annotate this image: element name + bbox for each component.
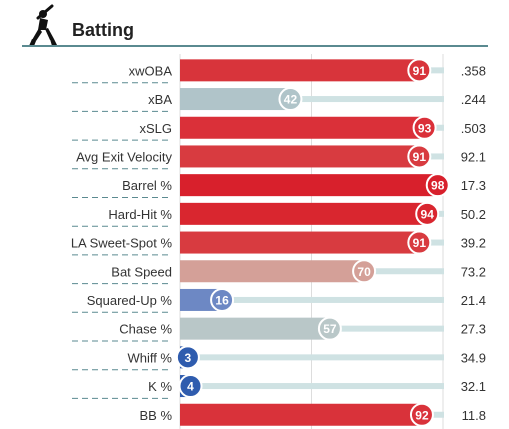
metric-label: Squared-Up %	[87, 293, 173, 308]
percentile-track	[187, 354, 444, 361]
percentile-bar	[180, 231, 420, 254]
percentile-track	[364, 268, 444, 275]
metric-value: 17.3	[461, 178, 486, 193]
percentile-label: 42	[284, 93, 298, 107]
percentile-label: 94	[421, 207, 435, 221]
percentile-bubble	[409, 402, 434, 427]
metric-label: Chase %	[119, 322, 172, 337]
metric-value: .244	[461, 92, 486, 107]
percentile-bar	[180, 145, 420, 168]
percentile-label: 91	[413, 236, 427, 250]
percentile-bubble	[317, 316, 342, 341]
metric-value: 50.2	[461, 207, 486, 222]
metric-label: K %	[148, 379, 172, 394]
metric-value: .358	[461, 63, 486, 78]
section-header: Batting	[0, 0, 509, 50]
header-divider	[22, 45, 488, 47]
metric-label: Avg Exit Velocity	[76, 149, 172, 164]
percentile-bar	[180, 202, 428, 225]
percentile-label: 16	[215, 293, 229, 307]
batter-icon	[29, 4, 57, 46]
percentile-bubble	[425, 173, 450, 198]
metric-label: xSLG	[139, 121, 172, 136]
percentile-bubble	[175, 345, 200, 370]
percentile-track	[419, 67, 444, 74]
percentile-bar	[180, 260, 365, 283]
metric-label: Hard-Hit %	[108, 207, 172, 222]
percentile-track	[419, 153, 444, 160]
percentile-bubble	[412, 115, 437, 140]
percentile-track	[419, 239, 444, 246]
percentile-track	[329, 325, 444, 332]
percentile-bubble	[407, 144, 432, 169]
percentile-label: 92	[415, 408, 429, 422]
percentile-bar	[180, 116, 425, 139]
percentile-label: 57	[323, 322, 337, 336]
metric-value: 34.9	[461, 350, 486, 365]
section-title: Batting	[72, 20, 134, 40]
percentile-bubble	[352, 259, 377, 284]
metric-label: xBA	[148, 92, 172, 107]
percentile-label: 91	[413, 64, 427, 78]
percentile-label: 70	[357, 265, 371, 279]
metric-label: Bat Speed	[111, 264, 172, 279]
metric-label: LA Sweet-Spot %	[71, 236, 173, 251]
percentile-bubble	[407, 230, 432, 255]
percentile-track	[290, 96, 444, 103]
percentile-bar	[180, 88, 291, 111]
percentile-label: 4	[187, 380, 194, 394]
percentile-bubble	[415, 201, 440, 226]
metric-value: 27.3	[461, 322, 486, 337]
metric-value: 21.4	[461, 293, 486, 308]
metric-value: 92.1	[461, 149, 486, 164]
metric-value: 32.1	[461, 379, 486, 394]
metric-value: 11.8	[462, 408, 486, 423]
percentile-bar	[180, 174, 438, 197]
percentile-label: 93	[418, 121, 432, 135]
percentile-track	[190, 383, 444, 390]
metric-label: Whiff %	[127, 350, 172, 365]
percentile-bar	[180, 317, 330, 340]
percentile-bar	[180, 403, 422, 426]
percentile-bubble	[178, 374, 203, 399]
metric-value: 39.2	[461, 236, 486, 251]
percentile-bubble	[278, 87, 303, 112]
percentile-bubble	[210, 287, 235, 312]
metric-label: BB %	[139, 408, 172, 423]
percentile-label: 3	[185, 351, 192, 365]
metric-value: .503	[461, 121, 486, 136]
metric-value: 73.2	[461, 264, 486, 279]
metric-label: xwOBA	[129, 63, 173, 78]
percentile-bubble	[407, 58, 432, 83]
percentile-bar	[180, 59, 420, 82]
percentile-label: 98	[431, 179, 445, 193]
percentile-label: 91	[413, 150, 427, 164]
metric-label: Barrel %	[122, 178, 172, 193]
percentile-track	[222, 296, 444, 303]
